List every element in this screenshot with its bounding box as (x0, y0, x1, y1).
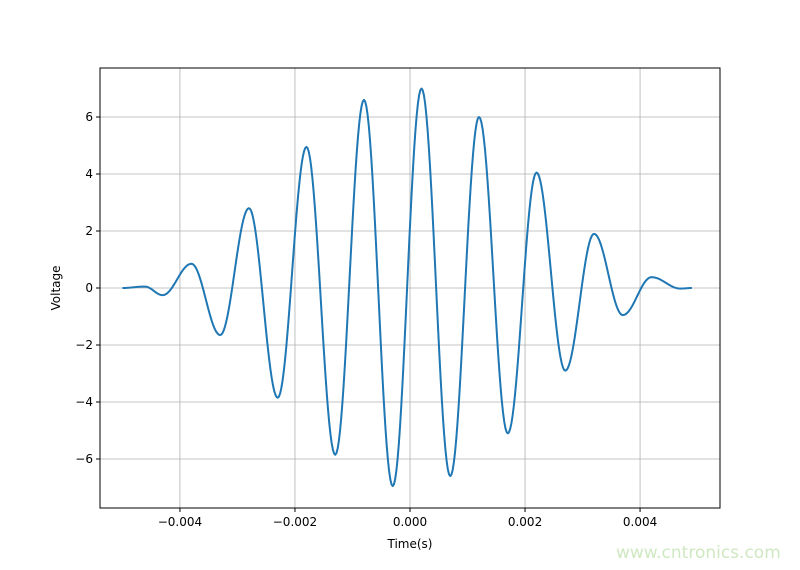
y-tick-label: −6 (75, 452, 93, 466)
series-line (122, 87, 693, 488)
y-tick-label: 6 (85, 110, 93, 124)
x-axis-label: Time(s) (387, 537, 433, 551)
y-axis: −6 −4 −2 0 2 4 6 (75, 110, 100, 466)
y-axis-label: Voltage (49, 265, 63, 310)
x-tick-label: −0.004 (158, 515, 202, 529)
x-axis: −0.004 −0.002 0.000 0.002 0.004 (158, 508, 657, 529)
x-tick-label: −0.002 (273, 515, 317, 529)
watermark: www.cntronics.com (616, 543, 781, 563)
grid (100, 68, 720, 508)
y-tick-label: 2 (85, 224, 93, 238)
y-tick-label: 4 (85, 167, 93, 181)
y-tick-label: 0 (85, 281, 93, 295)
y-tick-label: −4 (75, 395, 93, 409)
x-tick-label: 0.002 (508, 515, 542, 529)
x-tick-label: 0.004 (623, 515, 657, 529)
y-tick-label: −2 (75, 338, 93, 352)
x-tick-label: 0.000 (393, 515, 427, 529)
